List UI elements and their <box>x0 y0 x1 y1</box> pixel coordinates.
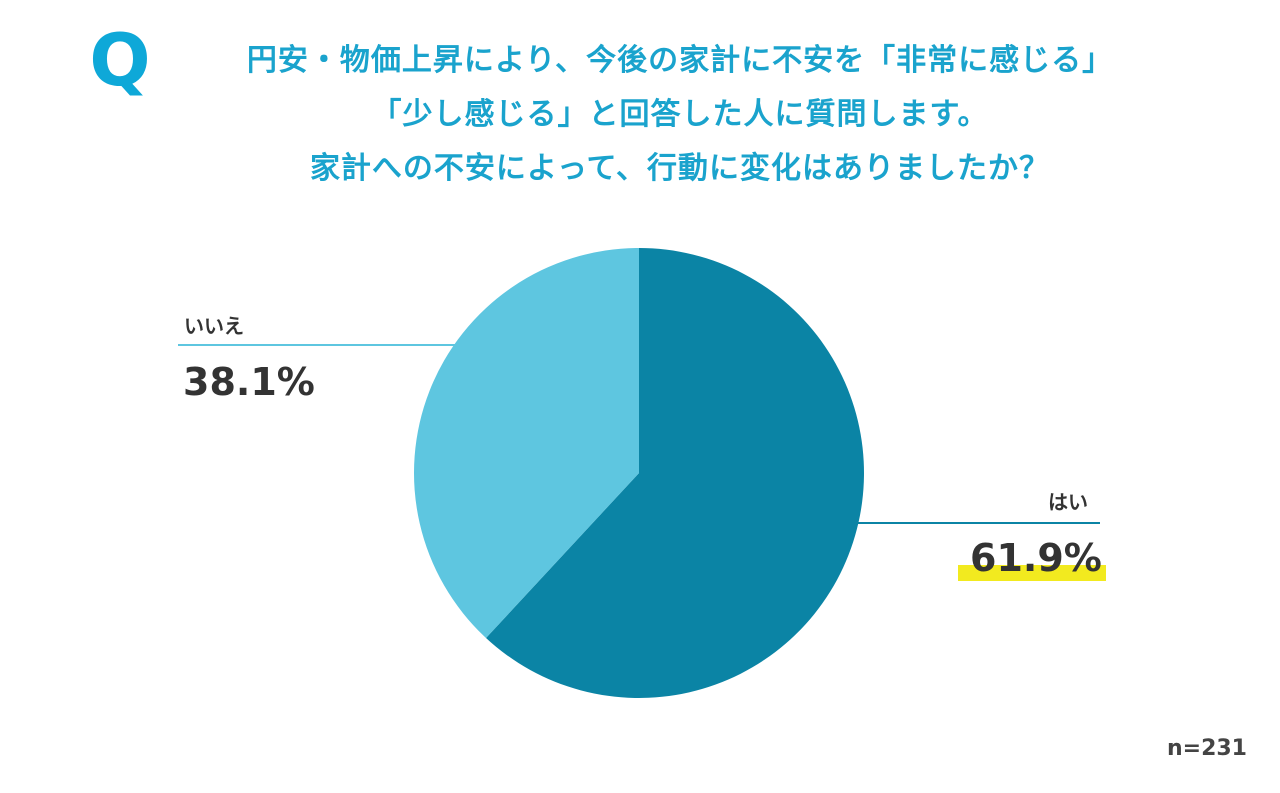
question-title: 円安・物価上昇により、今後の家計に不安を「非常に感じる」 「少し感じる」と回答し… <box>160 34 1200 196</box>
sample-size: n=231 <box>1166 736 1247 761</box>
pie-slices <box>413 248 864 698</box>
question-line-2: 「少し感じる」と回答した人に質問します。 <box>371 97 989 132</box>
yes-highlight-marker <box>958 565 1106 581</box>
slice-value-yes: 61.9% <box>970 536 1102 580</box>
question-line-3: 家計への不安によって、行動に変化はありましたか？ <box>309 151 1051 186</box>
slice-label-no: いいえ <box>184 314 244 338</box>
pie-slice-yes <box>486 248 864 698</box>
q-mark-icon: Q <box>89 18 151 102</box>
slice-value-no: 38.1% <box>183 360 315 404</box>
question-line-1: 円安・物価上昇により、今後の家計に不安を「非常に感じる」 <box>246 43 1114 78</box>
slice-label-yes: はい <box>1048 490 1088 514</box>
pie-slice-no <box>413 248 639 638</box>
